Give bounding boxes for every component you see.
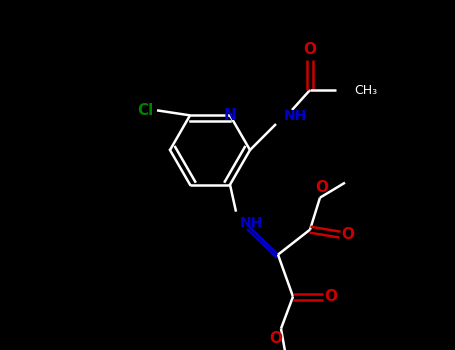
Text: CH₃: CH₃ [354, 84, 377, 97]
Text: O: O [269, 331, 283, 346]
Text: Cl: Cl [137, 103, 153, 118]
Text: NH: NH [240, 216, 263, 230]
Text: O: O [342, 227, 354, 242]
Text: O: O [303, 42, 317, 57]
Text: N: N [223, 108, 237, 123]
Text: O: O [324, 289, 338, 304]
Text: O: O [315, 180, 329, 195]
Text: NH: NH [284, 109, 307, 123]
